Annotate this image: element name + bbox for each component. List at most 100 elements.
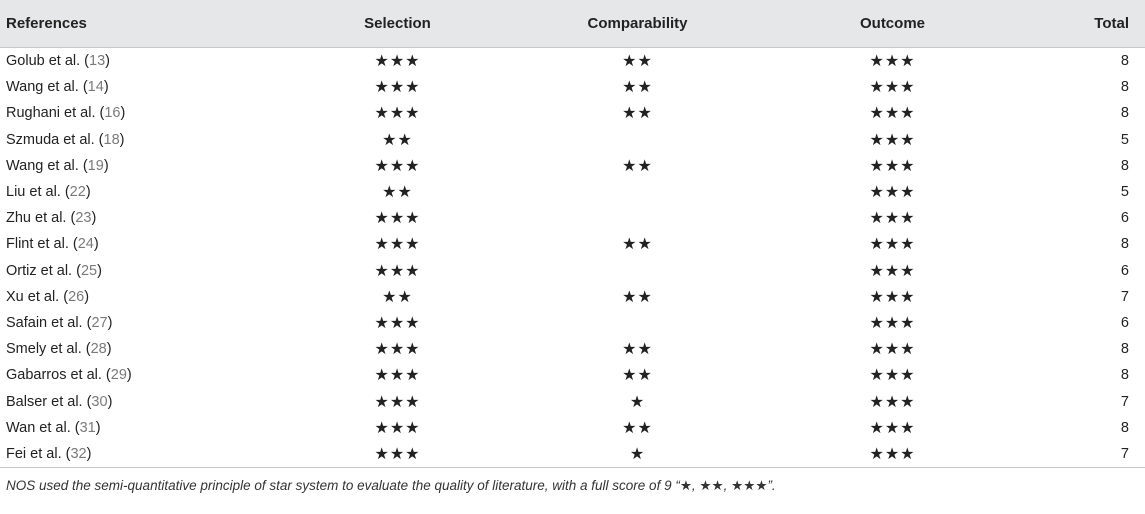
reference-close-paren: ) bbox=[107, 393, 113, 410]
reference-close-paren: ) bbox=[107, 314, 113, 331]
reference-cell: Rughani et al. (16) bbox=[0, 100, 285, 126]
citation-link[interactable]: 13 bbox=[89, 53, 106, 70]
outcome-stars: ★★★ bbox=[869, 312, 916, 332]
selection-stars: ★★★ bbox=[374, 103, 421, 123]
header-total: Total bbox=[1020, 0, 1145, 48]
citation-link[interactable]: 28 bbox=[90, 341, 107, 358]
selection-stars: ★★ bbox=[382, 182, 413, 202]
selection-stars: ★★ bbox=[382, 286, 413, 306]
reference-close-paren: ) bbox=[119, 131, 125, 148]
reference-cell: Liu et al. (22) bbox=[0, 179, 285, 205]
comparability-stars: ★★ bbox=[622, 365, 653, 385]
header-row: References Selection Comparability Outco… bbox=[0, 0, 1145, 48]
reference-close-paren: ) bbox=[93, 236, 99, 253]
table-row: Smely et al. (28) ★★★ ★★ ★★★ 8 bbox=[0, 336, 1145, 362]
citation-link[interactable]: 32 bbox=[70, 445, 87, 462]
selection-stars: ★★★ bbox=[374, 260, 421, 280]
reference-close-paren: ) bbox=[106, 341, 112, 358]
outcome-stars: ★★★ bbox=[869, 208, 916, 228]
citation-link[interactable]: 16 bbox=[104, 105, 121, 122]
outcome-stars: ★★★ bbox=[869, 417, 916, 437]
reference-author: Golub et al. ( bbox=[6, 53, 90, 70]
quality-assessment-table: References Selection Comparability Outco… bbox=[0, 0, 1145, 468]
reference-cell: Szmuda et al. (18) bbox=[0, 127, 285, 153]
reference-close-paren: ) bbox=[103, 79, 109, 96]
comparability-stars: ★ bbox=[510, 440, 765, 468]
citation-link[interactable]: 19 bbox=[87, 157, 104, 174]
table-row: Ortiz et al. (25) ★★★ ★★★ 6 bbox=[0, 258, 1145, 284]
outcome-stars: ★★★ bbox=[869, 155, 916, 175]
outcome-stars: ★★★ bbox=[869, 103, 916, 123]
reference-close-paren: ) bbox=[120, 105, 126, 122]
citation-link[interactable]: 14 bbox=[87, 79, 104, 96]
citation-link[interactable]: 25 bbox=[80, 262, 98, 279]
citation-link[interactable]: 27 bbox=[91, 314, 108, 331]
outcome-stars: ★★★ bbox=[765, 440, 1020, 468]
citation-link[interactable]: 30 bbox=[91, 393, 108, 410]
reference-author: Fei et al. ( bbox=[6, 445, 71, 462]
reference-close-paren: ) bbox=[97, 262, 102, 279]
selection-stars: ★★★ bbox=[374, 365, 421, 385]
reference-author: Xu et al. ( bbox=[6, 288, 69, 305]
citation-link[interactable]: 22 bbox=[69, 184, 86, 201]
comparability-stars: ★★ bbox=[622, 417, 653, 437]
table-row: Szmuda et al. (18) ★★ ★★★ 5 bbox=[0, 127, 1145, 153]
table-row: Rughani et al. (16) ★★★ ★★ ★★★ 8 bbox=[0, 100, 1145, 126]
citation-link[interactable]: 23 bbox=[75, 210, 92, 227]
reference-cell: Fei et al. (32) bbox=[0, 440, 285, 468]
outcome-stars: ★★★ bbox=[869, 391, 916, 411]
comparability-stars bbox=[510, 179, 765, 205]
table-row: Fei et al. (32) ★★★ ★ ★★★ 7 bbox=[0, 440, 1145, 468]
reference-author: Wang et al. ( bbox=[6, 79, 88, 96]
comparability-stars: ★★ bbox=[622, 77, 653, 97]
header-selection: Selection bbox=[285, 0, 510, 48]
reference-cell: Golub et al. (13) bbox=[0, 48, 285, 75]
reference-author: Ortiz et al. ( bbox=[6, 262, 81, 279]
total-score: 8 bbox=[1120, 79, 1129, 96]
comparability-stars: ★★ bbox=[622, 339, 653, 359]
reference-cell: Zhu et al. (23) bbox=[0, 205, 285, 231]
selection-stars: ★★★ bbox=[374, 312, 421, 332]
total-score: 7 bbox=[1120, 288, 1129, 305]
reference-author: Smely et al. ( bbox=[6, 341, 91, 358]
total-score: 7 bbox=[1020, 440, 1145, 468]
header-references: References bbox=[0, 0, 285, 48]
reference-close-paren: ) bbox=[103, 157, 109, 174]
total-score: 6 bbox=[1120, 262, 1129, 279]
comparability-stars: ★★ bbox=[622, 286, 653, 306]
reference-close-paren: ) bbox=[85, 184, 91, 201]
total-score: 8 bbox=[1120, 236, 1129, 253]
citation-link[interactable]: 24 bbox=[77, 236, 94, 253]
selection-stars: ★★★ bbox=[374, 234, 421, 254]
reference-cell: Wan et al. (31) bbox=[0, 415, 285, 441]
comparability-stars: ★★ bbox=[622, 103, 653, 123]
table-row: Xu et al. (26) ★★ ★★ ★★★ 7 bbox=[0, 284, 1145, 310]
reference-close-paren: ) bbox=[126, 367, 132, 384]
reference-close-paren: ) bbox=[91, 210, 97, 227]
citation-link[interactable]: 31 bbox=[79, 419, 96, 436]
reference-author: Zhu et al. ( bbox=[6, 210, 76, 227]
total-score: 6 bbox=[1120, 314, 1129, 331]
reference-cell: Smely et al. (28) bbox=[0, 336, 285, 362]
citation-link[interactable]: 29 bbox=[110, 367, 127, 384]
selection-stars: ★★★ bbox=[374, 208, 421, 228]
selection-stars: ★★★ bbox=[374, 77, 421, 97]
table-header: References Selection Comparability Outco… bbox=[0, 0, 1145, 48]
citation-link[interactable]: 26 bbox=[68, 288, 85, 305]
comparability-stars: ★★ bbox=[622, 155, 653, 175]
reference-author: Rughani et al. ( bbox=[6, 105, 105, 122]
header-outcome: Outcome bbox=[765, 0, 1020, 48]
citation-link[interactable]: 18 bbox=[103, 131, 120, 148]
table-row: Liu et al. (22) ★★ ★★★ 5 bbox=[0, 179, 1145, 205]
table-row: Safain et al. (27) ★★★ ★★★ 6 bbox=[0, 310, 1145, 336]
reference-author: Wang et al. ( bbox=[6, 157, 88, 174]
comparability-stars bbox=[510, 127, 765, 153]
outcome-stars: ★★★ bbox=[869, 51, 916, 71]
selection-stars: ★★★ bbox=[374, 51, 421, 71]
total-score: 5 bbox=[1120, 184, 1129, 201]
reference-author: Wan et al. ( bbox=[6, 419, 80, 436]
reference-cell: Flint et al. (24) bbox=[0, 231, 285, 257]
table-row: Gabarros et al. (29) ★★★ ★★ ★★★ 8 bbox=[0, 362, 1145, 388]
reference-close-paren: ) bbox=[86, 445, 92, 462]
outcome-stars: ★★★ bbox=[869, 365, 916, 385]
